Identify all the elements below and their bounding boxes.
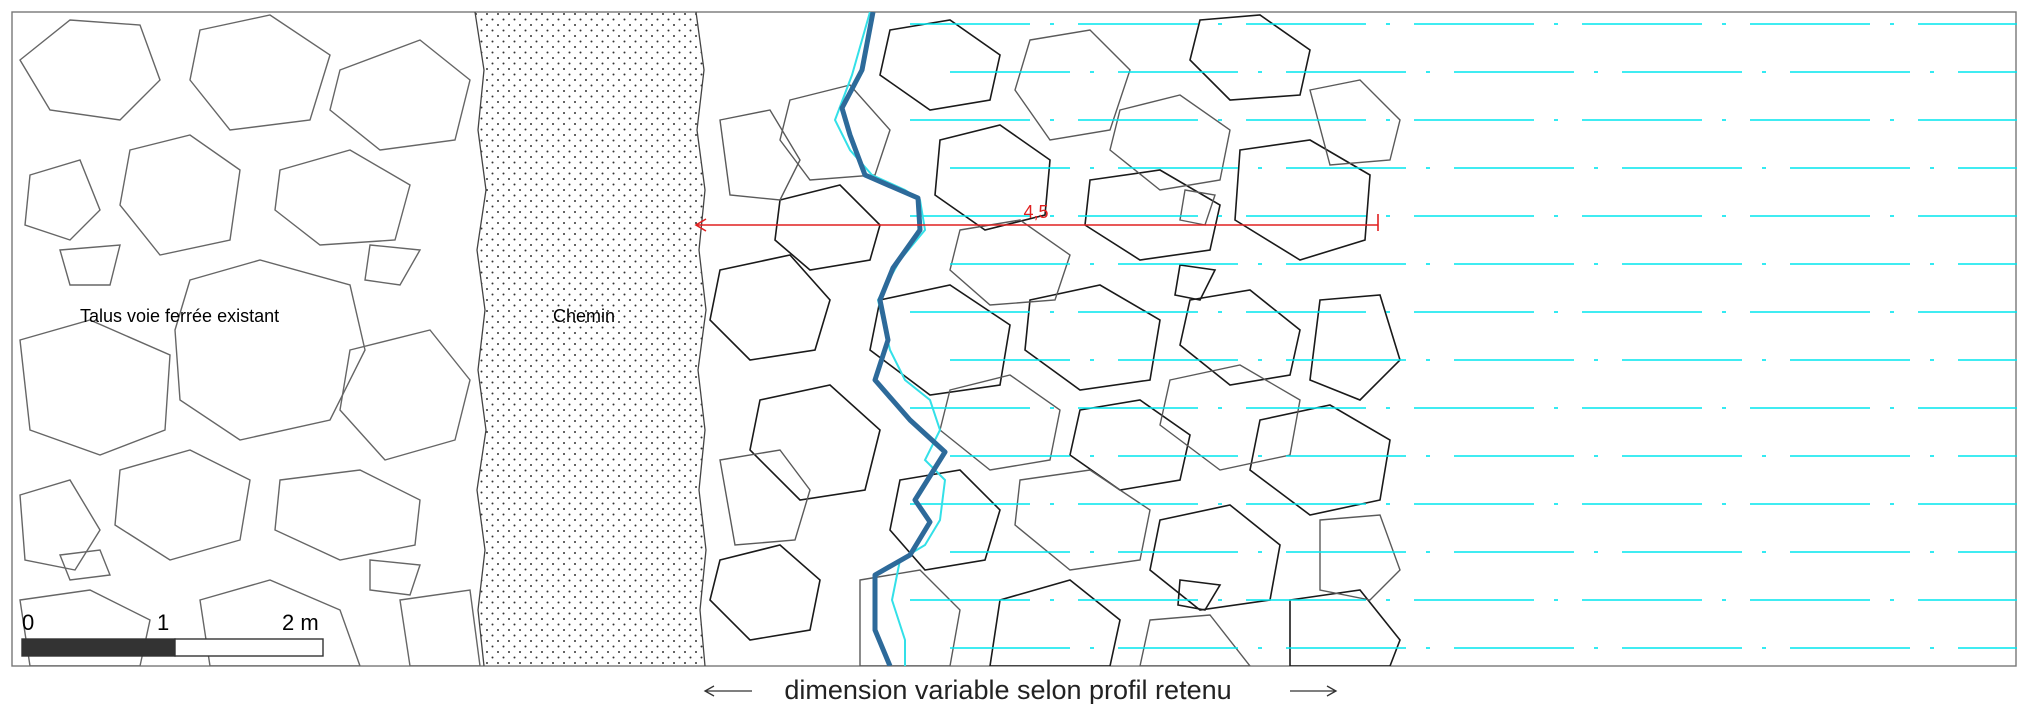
riprap-rocks-grey xyxy=(719,29,1401,666)
path-right-edge xyxy=(695,12,707,666)
dimension-value: 4,5 xyxy=(1023,202,1048,222)
embankment-label: Talus voie ferrée existant xyxy=(80,306,279,326)
caption-text: dimension variable selon profil retenu xyxy=(784,675,1231,704)
path-zone-hatch xyxy=(475,12,706,666)
section-line-main xyxy=(839,12,948,666)
scale-tick-2: 2 m xyxy=(282,610,319,635)
path-left-edge xyxy=(474,12,487,666)
drawing-frame xyxy=(11,11,2017,667)
water-level-lines xyxy=(910,23,2017,649)
scale-tick-1: 1 xyxy=(157,610,169,635)
scale-bar: 0 1 2 m xyxy=(21,610,324,657)
dimension-marker: 4,5 xyxy=(694,202,1379,232)
path-label: Chemin xyxy=(553,306,615,326)
bottom-caption: dimension variable selon profil retenu xyxy=(703,675,1338,704)
scale-tick-0: 0 xyxy=(22,610,34,635)
